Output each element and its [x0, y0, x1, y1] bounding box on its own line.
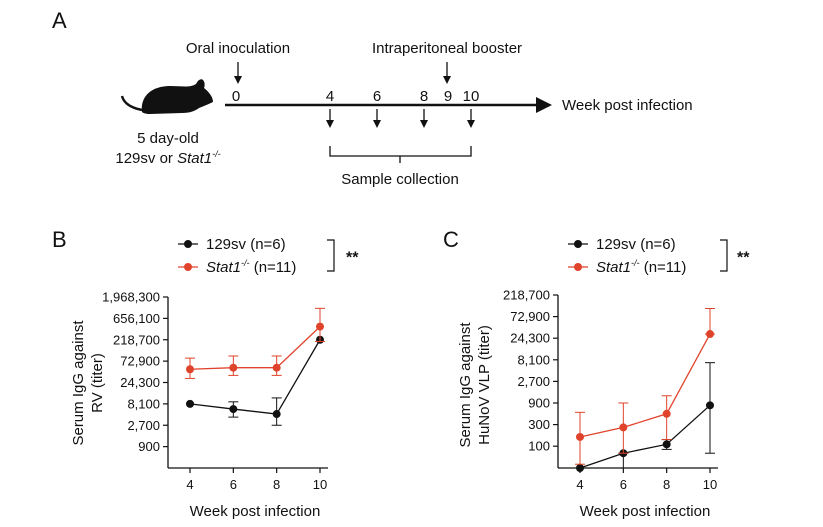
significance-label: **	[346, 250, 359, 267]
y-tick-label: 2,700	[127, 418, 160, 433]
series-stat1	[575, 308, 715, 465]
down-arrow-icon	[373, 120, 381, 128]
legend-marker	[574, 263, 582, 271]
booster-arrowhead-icon	[443, 76, 451, 84]
legend-marker	[574, 240, 582, 248]
legend-label: 129sv (n=6)	[206, 236, 286, 253]
y-tick-label: 8,100	[517, 352, 550, 367]
timeline-tick: 8	[420, 88, 428, 105]
timeline-tick: 4	[326, 88, 334, 105]
x-tick-label: 8	[273, 477, 280, 492]
down-arrow-icon	[420, 120, 428, 128]
series-line	[579, 333, 711, 438]
data-point	[662, 440, 671, 449]
y-axis-title-line1: Serum IgG against	[457, 322, 474, 448]
panel-c-chart: C 218,700 72,900 24,300 8,100 2,700 900 300 100 4…	[443, 227, 750, 520]
down-arrow-icon	[467, 120, 475, 128]
timeline-arrowhead-icon	[536, 97, 552, 113]
data-point	[619, 423, 628, 432]
timeline-tick: 0	[232, 88, 240, 105]
y-tick-label: 1,968,300	[102, 290, 160, 305]
significance-label: **	[737, 250, 750, 267]
sample-collection-label: Sample collection	[341, 171, 459, 188]
mouse-icon	[120, 79, 213, 114]
significance-bracket	[327, 239, 335, 272]
data-point	[272, 410, 281, 419]
data-point	[706, 401, 714, 410]
oral-arrowhead-icon	[234, 76, 242, 84]
y-tick-label: 72,900	[510, 309, 550, 324]
timeline-tick: 10	[463, 88, 480, 105]
oral-inoculation-label: Oral inoculation	[186, 40, 290, 57]
y-tick-label: 2,700	[517, 374, 550, 389]
data-point	[186, 399, 194, 408]
x-tick-label: 6	[620, 477, 627, 492]
significance-bracket	[720, 239, 728, 272]
legend-label: 129sv (n=6)	[596, 236, 676, 253]
data-point	[662, 409, 671, 418]
series-129sv	[576, 362, 715, 472]
timeline-axis-label: Week post infection	[562, 97, 693, 114]
data-point	[706, 330, 714, 339]
y-tick-label: 300	[528, 417, 550, 432]
y-tick-label: 24,300	[120, 375, 160, 390]
x-tick-label: 4	[576, 477, 583, 492]
panel-letter: C	[443, 227, 459, 252]
data-point	[229, 405, 238, 414]
y-tick-label: 218,700	[503, 288, 550, 303]
data-point	[316, 322, 324, 331]
sample-arrows	[326, 109, 475, 128]
data-point	[576, 432, 584, 441]
sample-bracket	[329, 146, 472, 163]
x-tick-label: 6	[230, 477, 237, 492]
series-line	[579, 404, 711, 469]
data-point	[229, 363, 238, 372]
y-tick-label: 72,900	[120, 354, 160, 369]
mouse-strain-label: 129sv or Stat1-/-	[115, 149, 220, 167]
x-tick-label: 10	[313, 477, 327, 492]
panel-letter: B	[52, 227, 67, 252]
data-point	[186, 365, 194, 374]
legend-marker	[184, 240, 192, 248]
y-axis-title-line2: RV (titer)	[89, 353, 106, 413]
series-stat1	[185, 307, 325, 379]
y-tick-label: 100	[528, 439, 550, 454]
series-129sv	[186, 335, 324, 426]
y-tick-label: 218,700	[113, 332, 160, 347]
y-tick-label: 900	[138, 439, 160, 454]
legend: 129sv (n=6) Stat1-/- (n=11) **	[178, 236, 359, 276]
y-tick-label: 900	[528, 396, 550, 411]
timeline-tick: 6	[373, 88, 381, 105]
y-axis-title-line1: Serum IgG against	[70, 320, 87, 446]
legend: 129sv (n=6) Stat1-/- (n=11) **	[568, 236, 750, 276]
y-axis-title-line2: HuNoV VLP (titer)	[476, 325, 493, 445]
x-axis-title: Week post infection	[190, 503, 321, 520]
data-point	[272, 363, 281, 372]
y-tick-label: 8,100	[127, 396, 160, 411]
data-point	[576, 464, 584, 472]
timeline-tick: 9	[444, 88, 452, 105]
series-line	[189, 339, 321, 415]
panel-a-letter: A	[52, 8, 67, 33]
mouse-age-label: 5 day-old	[137, 130, 199, 147]
timeline-ticks: 0 4 6 8 9 10	[232, 88, 480, 105]
panel-b-chart: B 1,968,300 656,100 218,700 72,900 24,300 8,10…	[52, 227, 359, 520]
y-tick-label: 24,300	[510, 331, 550, 346]
booster-label: Intraperitoneal booster	[372, 40, 522, 57]
legend-marker	[184, 263, 192, 271]
legend-label: Stat1-/- (n=11)	[596, 258, 686, 276]
x-tick-label: 4	[186, 477, 193, 492]
x-tick-label: 8	[663, 477, 670, 492]
legend-label: Stat1-/- (n=11)	[206, 258, 296, 276]
y-tick-label: 656,100	[113, 311, 160, 326]
x-axis-title: Week post infection	[580, 503, 711, 520]
down-arrow-icon	[326, 120, 334, 128]
series-line	[189, 326, 321, 370]
x-tick-label: 10	[703, 477, 717, 492]
